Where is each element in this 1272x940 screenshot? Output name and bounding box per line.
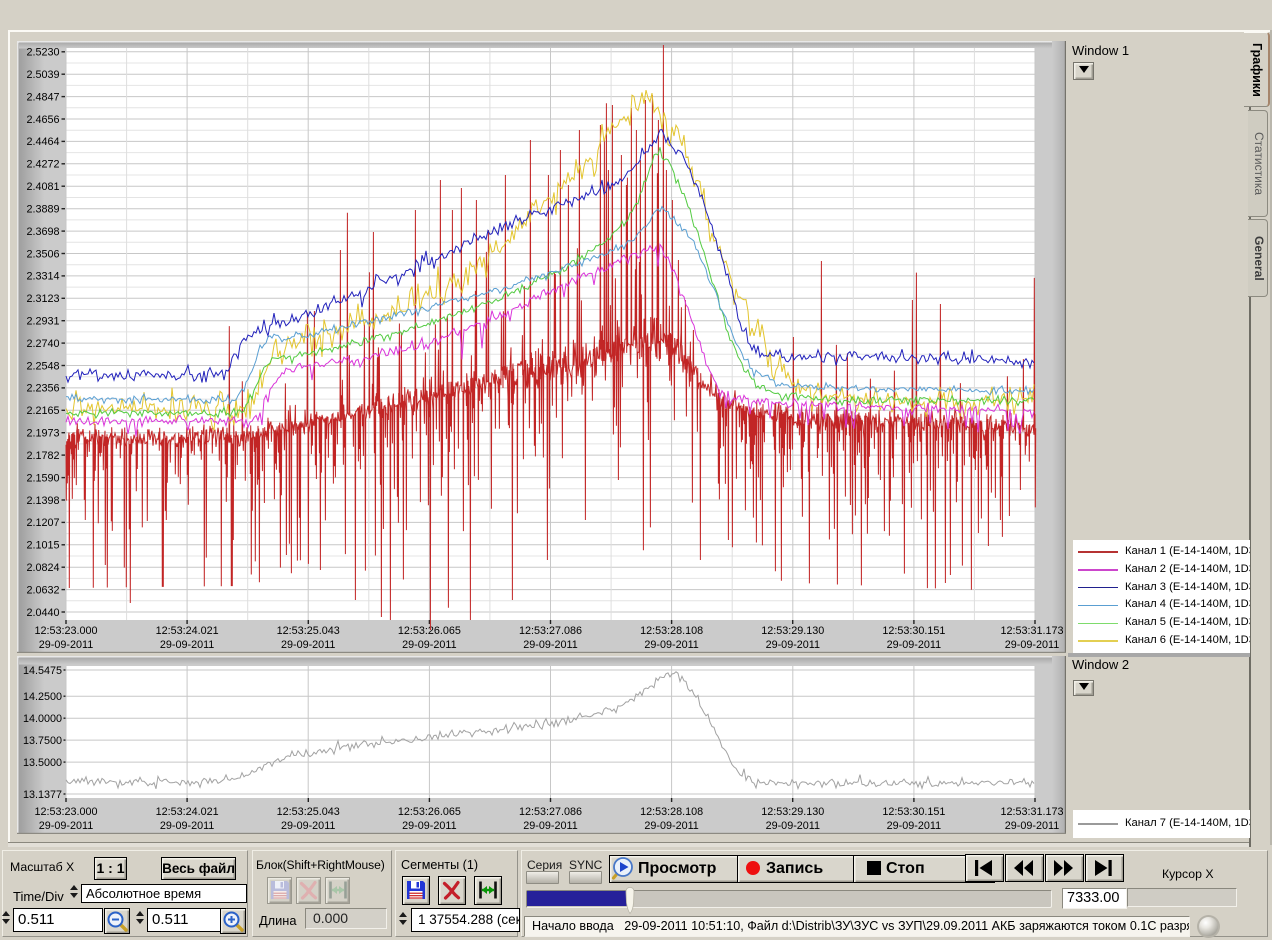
svg-text:12:53:30.151: 12:53:30.151 [882, 625, 945, 637]
svg-text:29-09-2011: 29-09-2011 [766, 639, 820, 651]
svg-text:2.1015: 2.1015 [26, 540, 59, 552]
svg-text:2.4464: 2.4464 [26, 136, 59, 148]
svg-text:29-09-2011: 29-09-2011 [887, 820, 941, 832]
svg-text:12:53:30.151: 12:53:30.151 [882, 806, 945, 818]
svg-text:2.2356: 2.2356 [26, 383, 59, 395]
svg-text:12:53:29.130: 12:53:29.130 [761, 625, 824, 637]
svg-text:2.0632: 2.0632 [26, 584, 59, 596]
svg-text:29-09-2011: 29-09-2011 [644, 820, 698, 832]
svg-text:12:53:25.043: 12:53:25.043 [277, 806, 340, 818]
svg-text:29-09-2011: 29-09-2011 [160, 820, 214, 832]
svg-text:2.4656: 2.4656 [26, 114, 59, 126]
svg-text:29-09-2011: 29-09-2011 [1005, 820, 1059, 832]
svg-text:2.4081: 2.4081 [26, 181, 59, 193]
svg-text:2.1973: 2.1973 [26, 428, 59, 440]
svg-text:2.1398: 2.1398 [26, 495, 59, 507]
svg-text:2.3506: 2.3506 [26, 248, 59, 260]
svg-text:12:53:28.108: 12:53:28.108 [640, 625, 703, 637]
svg-text:12:53:23.000: 12:53:23.000 [34, 625, 97, 637]
svg-text:2.1590: 2.1590 [26, 472, 59, 484]
svg-text:12:53:31.173: 12:53:31.173 [1000, 806, 1063, 818]
svg-text:12:53:26.065: 12:53:26.065 [398, 806, 461, 818]
svg-text:2.1782: 2.1782 [26, 450, 59, 462]
svg-text:13.5000: 13.5000 [23, 757, 62, 769]
svg-text:2.2548: 2.2548 [26, 360, 59, 372]
svg-text:2.0824: 2.0824 [26, 562, 59, 574]
svg-text:2.5230: 2.5230 [26, 47, 59, 59]
svg-text:29-09-2011: 29-09-2011 [281, 820, 335, 832]
svg-text:2.1207: 2.1207 [26, 517, 59, 529]
svg-text:2.4847: 2.4847 [26, 91, 59, 103]
svg-text:2.3314: 2.3314 [26, 271, 59, 283]
svg-text:29-09-2011: 29-09-2011 [281, 639, 335, 651]
svg-text:14.5475: 14.5475 [23, 665, 62, 677]
svg-text:12:53:24.021: 12:53:24.021 [156, 625, 219, 637]
svg-text:12:53:27.086: 12:53:27.086 [519, 806, 582, 818]
svg-text:2.2931: 2.2931 [26, 316, 59, 328]
svg-text:2.4272: 2.4272 [26, 159, 59, 171]
svg-text:29-09-2011: 29-09-2011 [1005, 639, 1059, 651]
svg-text:14.2500: 14.2500 [23, 691, 62, 703]
svg-text:12:53:24.021: 12:53:24.021 [156, 806, 219, 818]
svg-text:29-09-2011: 29-09-2011 [160, 639, 214, 651]
svg-text:2.5039: 2.5039 [26, 69, 59, 81]
svg-text:12:53:26.065: 12:53:26.065 [398, 625, 461, 637]
svg-text:2.0440: 2.0440 [26, 607, 59, 619]
svg-text:13.1377: 13.1377 [23, 789, 62, 801]
svg-text:29-09-2011: 29-09-2011 [766, 820, 820, 832]
svg-text:2.3889: 2.3889 [26, 204, 59, 216]
svg-text:2.2165: 2.2165 [26, 405, 59, 417]
svg-text:2.3698: 2.3698 [26, 226, 59, 238]
svg-text:29-09-2011: 29-09-2011 [39, 820, 93, 832]
svg-text:12:53:27.086: 12:53:27.086 [519, 625, 582, 637]
svg-text:29-09-2011: 29-09-2011 [523, 820, 577, 832]
svg-text:2.2740: 2.2740 [26, 338, 59, 350]
svg-text:13.7500: 13.7500 [23, 735, 62, 747]
svg-text:29-09-2011: 29-09-2011 [402, 639, 456, 651]
svg-text:29-09-2011: 29-09-2011 [402, 820, 456, 832]
svg-text:12:53:31.173: 12:53:31.173 [1000, 625, 1063, 637]
svg-text:29-09-2011: 29-09-2011 [39, 639, 93, 651]
svg-text:29-09-2011: 29-09-2011 [644, 639, 698, 651]
svg-text:29-09-2011: 29-09-2011 [887, 639, 941, 651]
svg-text:2.3123: 2.3123 [26, 293, 59, 305]
svg-text:12:53:28.108: 12:53:28.108 [640, 806, 703, 818]
svg-text:12:53:25.043: 12:53:25.043 [277, 625, 340, 637]
svg-text:12:53:23.000: 12:53:23.000 [34, 806, 97, 818]
svg-text:12:53:29.130: 12:53:29.130 [761, 806, 824, 818]
svg-text:14.0000: 14.0000 [23, 713, 62, 725]
svg-text:29-09-2011: 29-09-2011 [523, 639, 577, 651]
